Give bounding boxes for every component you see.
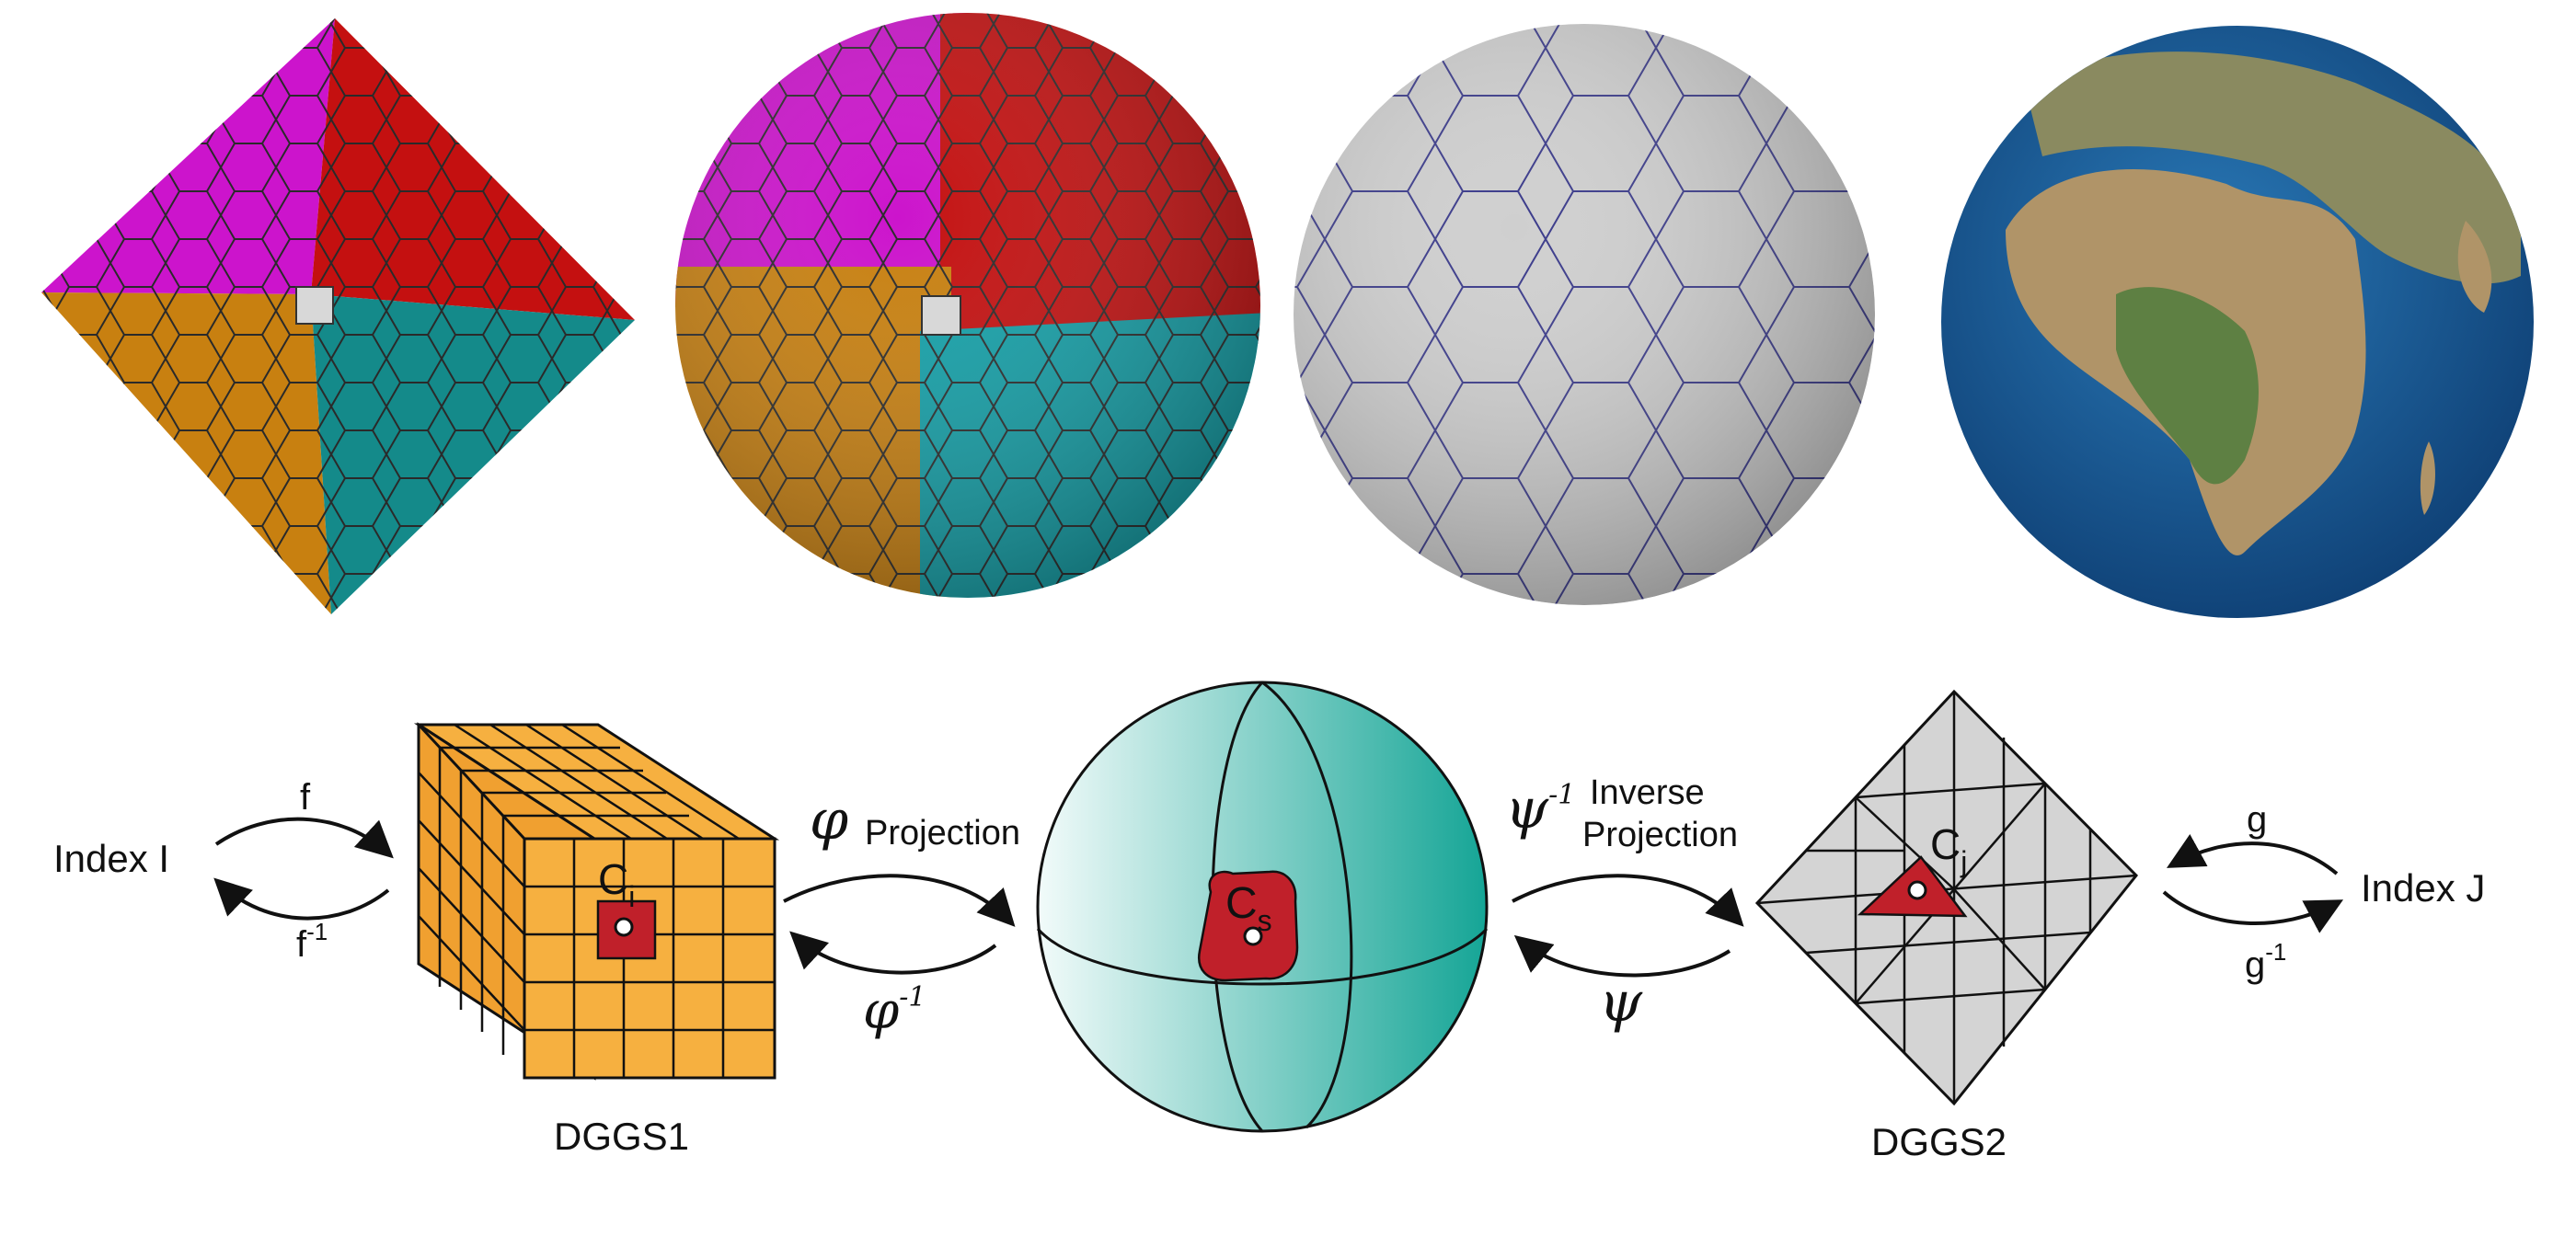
projection-label-2: Projection xyxy=(1582,816,1738,854)
dggs2-octahedron xyxy=(1754,689,2139,1106)
projection-label: Projection xyxy=(865,814,1020,853)
index-j-label: Index J xyxy=(2361,866,2485,910)
inverse-label: Inverse xyxy=(1590,773,1705,812)
cell-cs-label: Cs xyxy=(1225,879,1272,937)
phi-arrow xyxy=(783,874,1016,927)
f-inverse-label: f-1 xyxy=(296,918,328,965)
earth-globe xyxy=(1941,26,2534,618)
dggs2-label: DGGS2 xyxy=(1871,1120,2007,1163)
cell-cj-label: Cj xyxy=(1930,820,1967,878)
g-label: g xyxy=(2247,799,2267,840)
g-inverse-arrow xyxy=(2162,890,2344,933)
psi-arrow xyxy=(1513,934,1731,978)
sphere-colored-hex-grid xyxy=(675,13,1260,598)
phi-inverse-arrow xyxy=(789,931,997,975)
index-i-label: Index I xyxy=(53,837,169,880)
f-arrow xyxy=(214,817,394,859)
sphere-gray-hex-grid xyxy=(1294,24,1875,605)
phi-inverse-label: φ-1 xyxy=(863,981,926,1041)
cell-ci-label: Ci xyxy=(598,855,635,913)
g-arrow xyxy=(2166,834,2339,876)
f-inverse-arrow xyxy=(213,877,390,921)
phi-label: φ xyxy=(810,788,848,853)
f-label: f xyxy=(300,777,311,818)
psi-inverse-label: ψ-1 xyxy=(1505,777,1575,841)
psi-label: ψ xyxy=(1599,970,1643,1035)
g-inverse-label: g-1 xyxy=(2245,938,2286,985)
reference-sphere xyxy=(1036,681,1489,1133)
octahedron-hex-grid xyxy=(41,18,635,614)
psi-inverse-arrow xyxy=(1512,874,1744,927)
dggs1-label: DGGS1 xyxy=(554,1115,689,1158)
dggs1-cube xyxy=(413,722,780,1081)
